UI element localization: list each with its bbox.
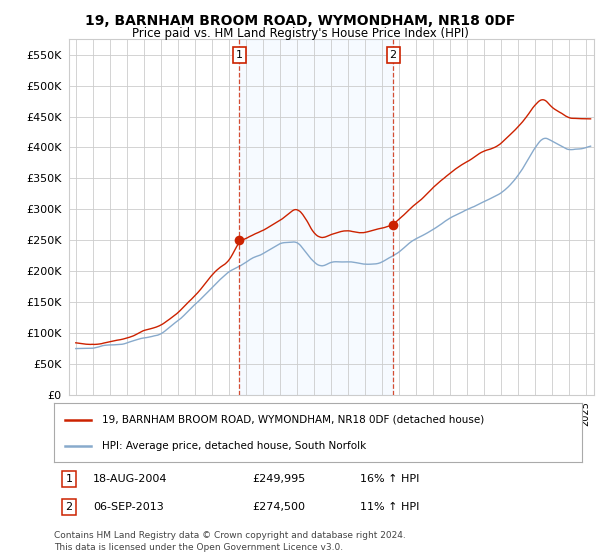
Text: 2: 2 bbox=[389, 50, 397, 60]
Text: Contains HM Land Registry data © Crown copyright and database right 2024.: Contains HM Land Registry data © Crown c… bbox=[54, 531, 406, 540]
Text: 1: 1 bbox=[65, 474, 73, 484]
Text: £274,500: £274,500 bbox=[252, 502, 305, 512]
Text: This data is licensed under the Open Government Licence v3.0.: This data is licensed under the Open Gov… bbox=[54, 543, 343, 552]
Text: 18-AUG-2004: 18-AUG-2004 bbox=[93, 474, 167, 484]
Text: 11% ↑ HPI: 11% ↑ HPI bbox=[360, 502, 419, 512]
Bar bbox=[239, 39, 393, 395]
Text: HPI: Average price, detached house, South Norfolk: HPI: Average price, detached house, Sout… bbox=[101, 441, 366, 451]
Text: 19, BARNHAM BROOM ROAD, WYMONDHAM, NR18 0DF (detached house): 19, BARNHAM BROOM ROAD, WYMONDHAM, NR18 … bbox=[101, 414, 484, 424]
Text: 2: 2 bbox=[65, 502, 73, 512]
Text: 19, BARNHAM BROOM ROAD, WYMONDHAM, NR18 0DF: 19, BARNHAM BROOM ROAD, WYMONDHAM, NR18 … bbox=[85, 14, 515, 28]
Text: 16% ↑ HPI: 16% ↑ HPI bbox=[360, 474, 419, 484]
Text: 06-SEP-2013: 06-SEP-2013 bbox=[93, 502, 164, 512]
Text: £249,995: £249,995 bbox=[252, 474, 305, 484]
Text: 1: 1 bbox=[236, 50, 243, 60]
Text: Price paid vs. HM Land Registry's House Price Index (HPI): Price paid vs. HM Land Registry's House … bbox=[131, 27, 469, 40]
